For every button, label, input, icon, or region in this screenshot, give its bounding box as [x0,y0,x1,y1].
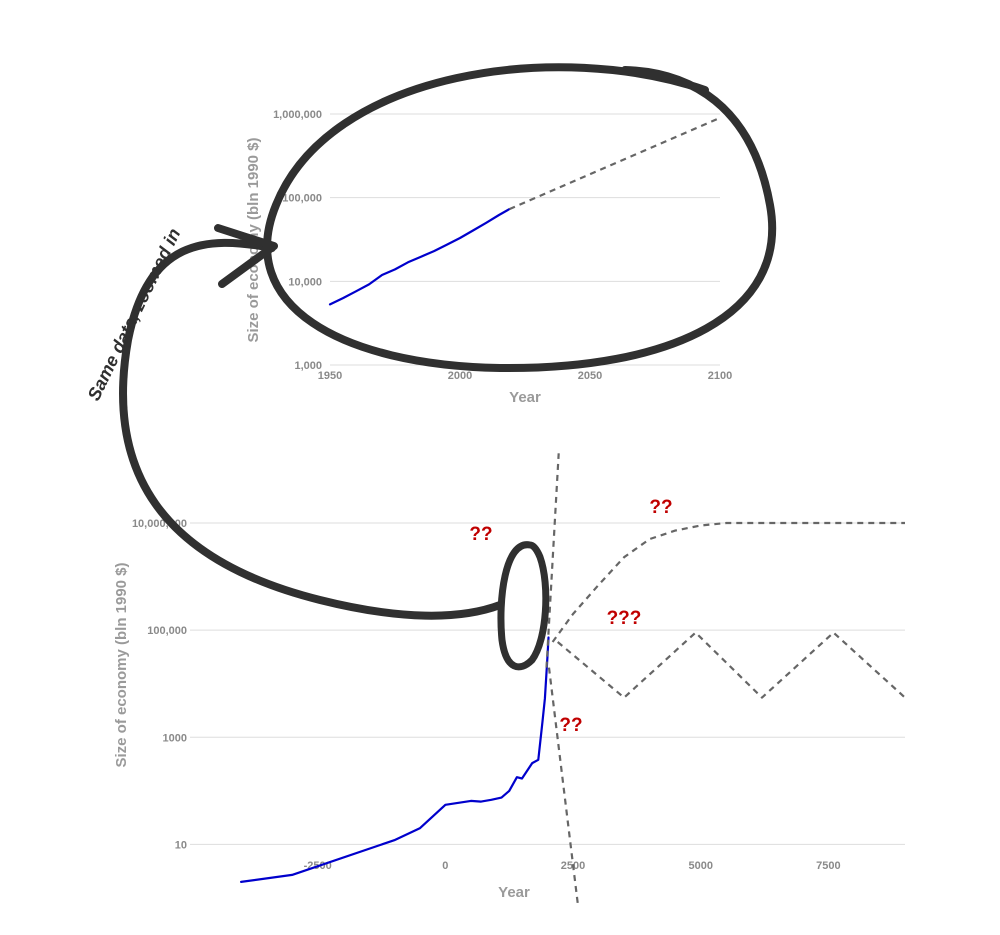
bot-x-tick-label: 7500 [816,860,840,872]
top-x-tick-label: 2000 [448,370,472,382]
question-mark-upper-left: ?? [469,524,492,545]
bot-projection-line-4 [547,667,580,907]
top-x-tick-labels: 1950 2000 2050 2100 [318,370,732,382]
top-projection-line-1 [508,116,721,211]
zoom-annotation-text: Same data, zoomed in [84,225,185,404]
bot-projection-line-2 [551,521,905,643]
bot-x-tick-label: 5000 [688,860,712,872]
top-gridlines [330,113,720,366]
zoom-ellipse-bottom [497,541,550,671]
top-y-tick-labels: 1,000 10,000 100,000 1,000,000 [273,109,322,372]
arrow-head [214,224,278,288]
top-y-tick-label: 1,000,000 [273,109,322,121]
bot-projection-line-1 [545,453,560,668]
connector-arrow [118,238,504,620]
hand-drawn-annotations: Same data, zoomed in [84,63,776,671]
bot-y-tick-label: 1000 [163,732,187,744]
bottom-series [240,453,906,907]
top-x-tick-label: 1950 [318,370,342,382]
top-x-axis-title: Year [509,389,541,406]
top-series [328,116,721,306]
top-y-tick-label: 100,000 [282,193,322,205]
top-x-tick-label: 2050 [578,370,602,382]
top-history-line-0 [328,208,511,306]
top-y-tick-label: 1,000 [294,360,322,372]
question-mark-middle: ??? [607,608,642,629]
bot-y-tick-label: 10 [175,839,187,851]
bot-projection-line-3 [556,631,906,699]
bot-x-tick-label: 0 [442,860,448,872]
bot-y-tick-label: 100,000 [147,625,187,637]
bot-history-line-0 [240,636,550,884]
bottom-y-axis-title: Size of economy (bln 1990 $) [113,562,130,767]
top-x-tick-label: 2100 [708,370,732,382]
bottom-gridlines [190,522,905,845]
zoom-ellipse-top [263,63,776,373]
top-y-tick-label: 10,000 [288,276,322,288]
bottom-x-axis-title: Year [498,884,530,901]
zoomed-chart: 1,000 10,000 100,000 1,000,000 1950 2000 2050… [245,109,732,406]
question-mark-lower: ?? [559,715,582,736]
question-mark-upper-right: ?? [649,497,672,518]
